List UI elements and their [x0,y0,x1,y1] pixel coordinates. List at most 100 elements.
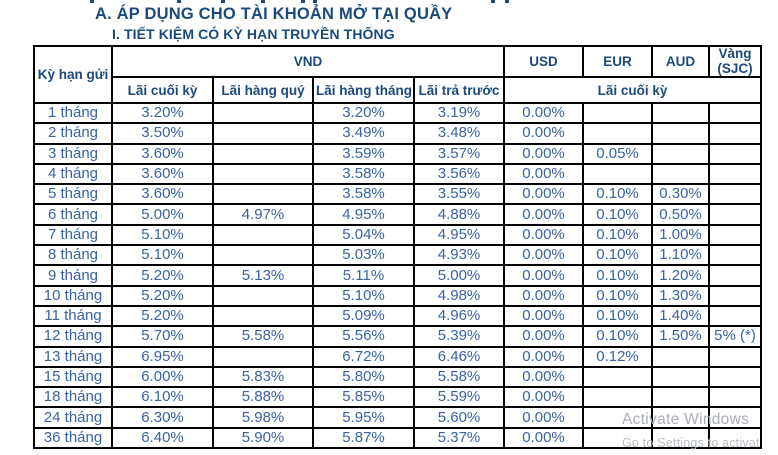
rate-cell: 0.10% [582,264,654,287]
rate-cell: 3.57% [412,142,506,165]
rate-cell: 1.30% [651,284,711,307]
rate-cell: 5.88% [212,386,314,409]
rate-cell [651,162,711,186]
rate-cell: 5.90% [212,426,314,450]
rate-cell [651,406,711,429]
rate-cell [708,406,763,429]
rate-cell: 4.95% [412,223,506,247]
rate-cell: 0.10% [582,284,654,307]
rate-cell: 5.83% [212,365,314,389]
rate-cell: 3.60% [111,142,214,165]
rate-cell [651,386,711,409]
rate-cell [582,101,654,125]
rate-cell: 6.30% [111,406,214,429]
table-row: 11 tháng 5.20% 5.09% 4.96% 0.00% 0.10% 1.40% [33,304,763,328]
rate-cell [708,183,763,206]
term-cell: 13 tháng [33,345,113,368]
term-cell: 1 tháng [33,101,113,125]
rate-cell: 0.00% [503,264,585,287]
rate-cell [708,162,763,186]
col-header-usd: USD [503,45,585,78]
rate-cell: 0.00% [503,406,585,429]
table-row: 24 tháng 6.30% 5.98% 5.95% 5.60% 0.00% [33,406,763,429]
rate-cell: 0.00% [503,284,585,307]
gold-label-line1: Vàng [718,46,752,61]
term-cell: 12 tháng [33,325,113,348]
col-header-term: Kỳ hạn gửi [33,45,113,104]
rate-cell [708,386,763,409]
term-cell: 10 tháng [33,284,113,307]
rate-cell [708,365,763,389]
rate-cell [582,162,654,186]
rate-cell: 5.95% [312,406,415,429]
rate-cell: 6.00% [111,365,214,389]
rate-cell: 5.58% [412,365,506,389]
rate-cell: 5.10% [111,244,214,267]
table-row: 18 tháng 6.10% 5.88% 5.85% 5.59% 0.00% [33,386,763,409]
rate-cell: 3.56% [412,162,506,186]
rate-cell: 0.00% [503,101,585,125]
rate-cell: 6.10% [111,386,214,409]
rate-cell: 0.30% [651,183,711,206]
rate-cell: 0.10% [582,183,654,206]
term-cell: 11 tháng [33,304,113,328]
rate-cell: 0.05% [582,142,654,165]
rate-cell: 0.00% [503,122,585,145]
rate-cell [708,244,763,267]
rate-cell: 5.09% [312,304,415,328]
rate-cell: 5.00% [111,203,214,226]
table-row: 13 tháng 6.95% 6.72% 6.46% 0.00% 0.12% [33,345,763,368]
rate-cell [708,264,763,287]
rate-cell [212,101,314,125]
subcol-monthly: Lãi hàng tháng [312,76,415,104]
rate-cell: 0.00% [503,203,585,226]
rate-cell: 5.85% [312,386,415,409]
rate-cell: 1.40% [651,304,711,328]
table-row: 6 tháng 5.00% 4.97% 4.95% 4.88% 0.00% 0.10% 0.5… [33,203,763,226]
rate-cell: 3.60% [111,162,214,186]
rate-cell [708,122,763,145]
term-cell: 7 tháng [33,223,113,247]
rate-cell [708,304,763,328]
rate-cell: 0.00% [503,244,585,267]
rate-cell: 0.50% [651,203,711,226]
table-row: 4 tháng 3.60% 3.58% 3.56% 0.00% [33,162,763,186]
rate-cell: 3.20% [111,101,214,125]
rate-cell: 4.93% [412,244,506,267]
rate-cell: 5.39% [412,325,506,348]
rate-cell [651,142,711,165]
rate-cell: 5.58% [212,325,314,348]
rate-cell [708,142,763,165]
term-cell: 4 tháng [33,162,113,186]
rate-cell: 0.10% [582,304,654,328]
term-cell: 5 tháng [33,183,113,206]
rate-cell: 5.04% [312,223,415,247]
rate-cell: 5.70% [111,325,214,348]
rate-cell: 5.00% [412,264,506,287]
rate-cell [582,426,654,450]
term-cell: 36 tháng [33,426,113,450]
rate-cell: 4.88% [412,203,506,226]
term-cell: 9 tháng [33,264,113,287]
term-cell: 3 tháng [33,142,113,165]
rate-cell: 0.00% [503,426,585,450]
col-header-aud: AUD [651,45,711,78]
rate-cell: 5.13% [212,264,314,287]
rate-cell: 6.40% [111,426,214,450]
rate-cell: 6.72% [312,345,415,368]
rate-cell [708,101,763,125]
table-row: 5 tháng 3.60% 3.58% 3.55% 0.00% 0.10% 0.30% [33,183,763,206]
term-cell: 24 tháng [33,406,113,429]
rate-cell: 5.60% [412,406,506,429]
rate-cell: 1.00% [651,223,711,247]
section-title-a: A. ÁP DỤNG CHO TÀI KHOẢN MỞ TẠI QUẦY [95,5,453,23]
subcol-fx-end-of-term: Lãi cuối kỳ [503,76,763,104]
rate-cell: 5.20% [111,304,214,328]
rate-cell: 5.59% [412,386,506,409]
table-row: 36 tháng 6.40% 5.90% 5.87% 5.37% 0.00% [33,426,763,450]
rate-cell: 4.95% [312,203,415,226]
rate-cell: 1.20% [651,264,711,287]
rate-cell: 5.03% [312,244,415,267]
rate-cell: 4.97% [212,203,314,226]
rate-cell: 5.10% [111,223,214,247]
